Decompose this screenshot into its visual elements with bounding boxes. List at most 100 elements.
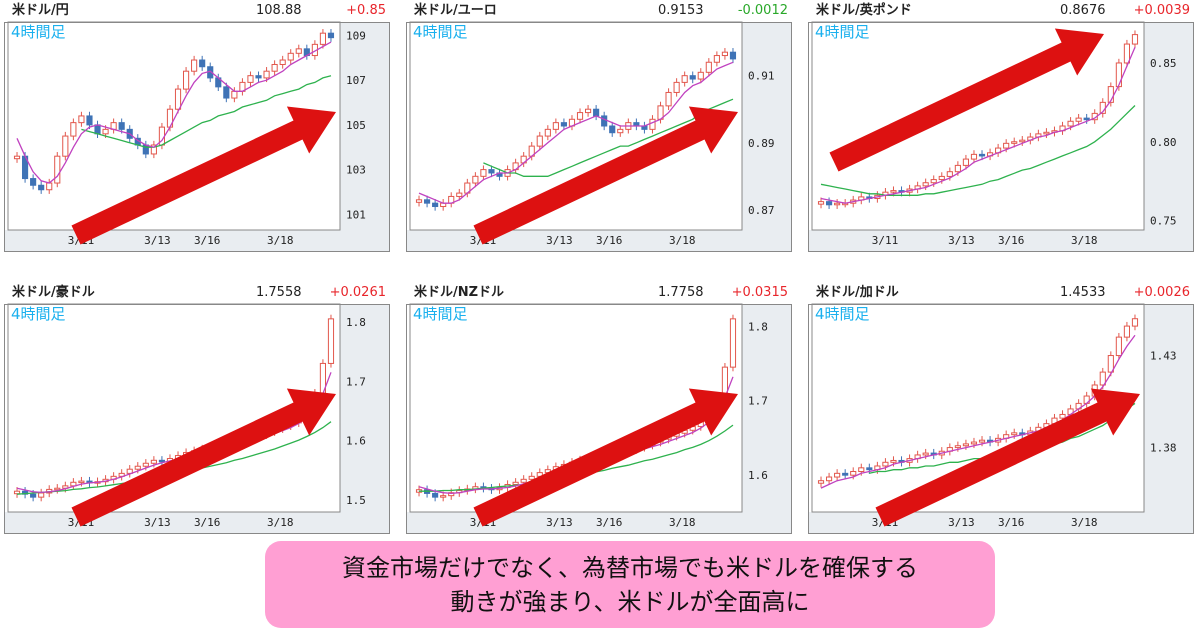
x-axis-band (808, 512, 1194, 534)
y-tick-label: 105 (346, 119, 366, 132)
y-tick-label: 1.8 (346, 316, 366, 329)
candle-body (1059, 413, 1066, 419)
candle-body (890, 190, 897, 193)
uptrend-arrow (473, 106, 738, 245)
timeframe-label: 4時間足 (413, 23, 468, 41)
timeframe-label: 4時間足 (11, 23, 66, 41)
candle-body (448, 492, 455, 497)
y-tick-label: 103 (346, 164, 366, 177)
x-tick-label: 3/13 (948, 516, 975, 529)
banner-line-2: 動きが強まり、米ドルが全面高に (450, 587, 810, 616)
uptrend-arrow (71, 388, 336, 527)
y-axis-band (340, 304, 390, 534)
candle-body (946, 171, 953, 177)
panel-frame (808, 304, 1194, 534)
candle-body (970, 441, 978, 445)
timeframe-label: 4時間足 (413, 305, 468, 323)
candle-body (593, 108, 600, 117)
current-price: 1.7758 (658, 285, 704, 300)
y-tick-label: 1.43 (1150, 350, 1177, 363)
candle-body (78, 115, 85, 124)
candle-body (38, 184, 45, 191)
x-tick-label: 3/13 (948, 234, 975, 247)
candle-body (191, 59, 198, 72)
candle-body (930, 179, 937, 184)
candle-body (94, 124, 101, 135)
candle-body (512, 481, 519, 486)
candle-body (882, 461, 889, 467)
current-price: 108.88 (256, 3, 302, 18)
candle-body (182, 70, 190, 90)
candle-body (817, 480, 825, 484)
candle-body (174, 88, 182, 110)
banner-line-1: 資金市場だけでなく、為替市場でも米ドルを確保する (342, 553, 918, 582)
candle-body (247, 75, 254, 83)
y-axis-band (742, 304, 792, 534)
candle-body (199, 59, 206, 68)
panel-header: 米ドル/豪ドル 1.7558 +0.0261 (4, 282, 390, 304)
y-tick-label: 0.80 (1150, 136, 1177, 149)
pair-name: 米ドル/加ドル (816, 285, 899, 300)
candle-body (617, 128, 624, 134)
candle-body (54, 487, 61, 491)
panel-header: 米ドル/NZドル 1.7758 +0.0315 (406, 282, 792, 304)
x-tick-label: 3/13 (144, 234, 171, 247)
candle-body (954, 445, 961, 449)
price-change: +0.0039 (1133, 3, 1190, 18)
candle-body (86, 115, 93, 126)
candle-body (415, 199, 423, 203)
candle-body (1115, 62, 1122, 88)
y-tick-label: 1.5 (346, 494, 366, 507)
candle-body (327, 32, 335, 39)
y-tick-label: 101 (346, 208, 366, 221)
candle-body (705, 61, 712, 73)
price-change: +0.85 (346, 3, 386, 18)
x-axis-band (406, 512, 792, 534)
timeframe-label: 4時間足 (815, 23, 870, 41)
candle-body (472, 175, 479, 184)
candle-body (1131, 34, 1139, 45)
candle-body (978, 439, 986, 443)
pair-name: 米ドル/円 (12, 3, 69, 18)
y-axis-band (1144, 304, 1194, 534)
price-change: -0.0012 (737, 3, 788, 18)
candle-body (729, 51, 737, 60)
candle-body (118, 122, 125, 130)
short-moving-average-line (820, 334, 1136, 489)
x-tick-label: 3/13 (144, 516, 171, 529)
candle-body (697, 71, 704, 80)
summary-banner: 資金市場だけでなく、為替市場でも米ドルを確保する 動きが強まり、米ドルが全面高に (265, 541, 995, 628)
candle-body (962, 443, 970, 447)
pair-name: 米ドル/英ポンド (816, 3, 912, 18)
panel-frame (406, 304, 792, 534)
x-tick-label: 3/16 (998, 516, 1024, 529)
chart-panel-usdjpy: 米ドル/円 108.88 +0.85 4時間足 101 103 105 107 109 3/… (4, 0, 390, 252)
x-tick-label: 3/18 (669, 516, 696, 529)
x-tick-label: 3/18 (1071, 516, 1098, 529)
candle-body (1011, 432, 1018, 436)
y-axis-band (340, 22, 390, 252)
y-axis-band (742, 22, 792, 252)
panel-frame (4, 304, 390, 534)
candle-body (70, 122, 77, 137)
price-change: +0.0026 (1133, 285, 1190, 300)
uptrend-arrow (473, 388, 738, 527)
candle-body (552, 122, 559, 130)
y-tick-label: 0.89 (748, 137, 775, 150)
panel-frame (4, 22, 390, 252)
candle-body (231, 90, 238, 99)
candle-body (609, 125, 616, 134)
candle-body (1123, 43, 1131, 64)
candlestick-chart: 4時間足 0.75 0.80 0.85 3/11 3/13 3/16 3/18 (808, 21, 1194, 252)
candle-body (665, 91, 672, 107)
candles (817, 30, 1139, 209)
long-moving-average-line (820, 105, 1136, 196)
candle-body (456, 192, 463, 197)
candle-body (576, 112, 584, 120)
pair-name: 米ドル/豪ドル (12, 285, 95, 300)
candle-body (922, 182, 929, 187)
x-tick-label: 3/16 (596, 234, 623, 247)
candle-body (1067, 120, 1074, 127)
